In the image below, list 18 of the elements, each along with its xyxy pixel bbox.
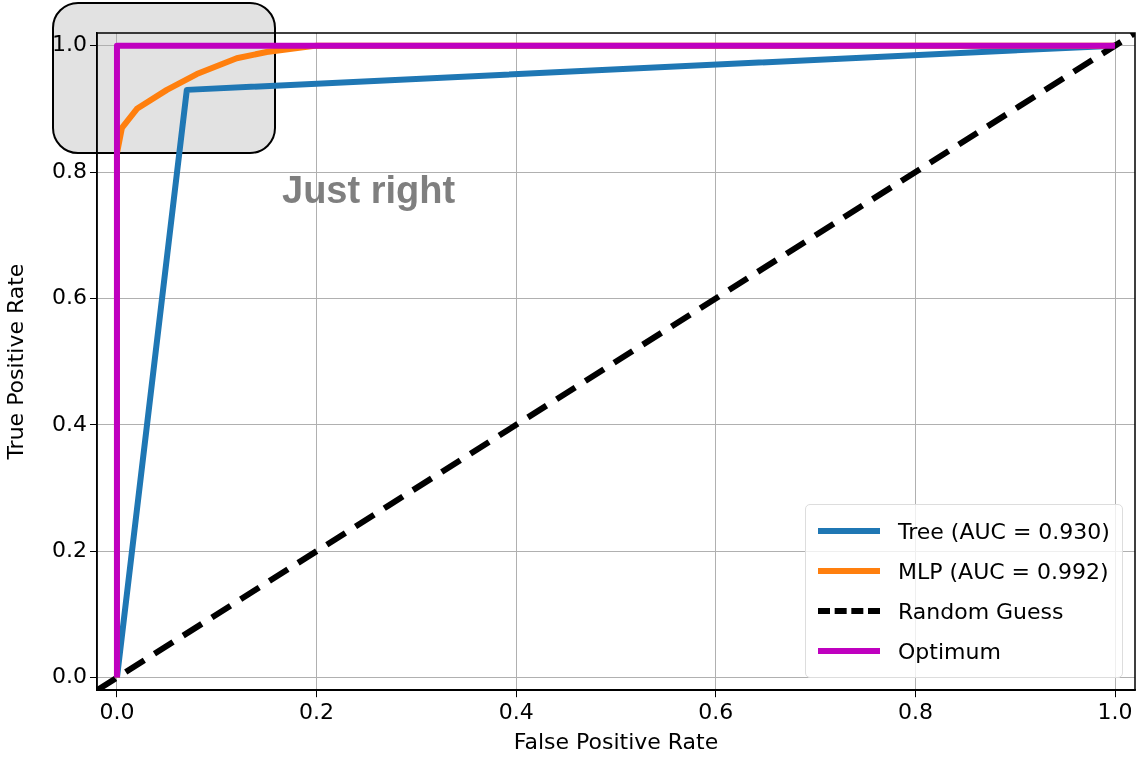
x-tick-label: 0.0 bbox=[99, 699, 135, 725]
x-axis-title: False Positive Rate bbox=[513, 728, 719, 754]
y-tick-label: 0.8 bbox=[52, 157, 87, 183]
x-tick-label: 0.2 bbox=[299, 699, 335, 725]
legend-label: Random Guess bbox=[898, 598, 1064, 624]
x-tick-label: 0.4 bbox=[498, 699, 534, 725]
y-tick-label: 0.4 bbox=[52, 410, 87, 436]
x-tick-label: 0.8 bbox=[897, 699, 933, 725]
y-tick-label: 0.2 bbox=[52, 536, 87, 562]
legend-label: Tree (AUC = 0.930) bbox=[898, 518, 1110, 544]
legend-label: MLP (AUC = 0.992) bbox=[898, 558, 1109, 584]
y-tick-label: 1.0 bbox=[52, 31, 87, 57]
x-tick-label: 0.6 bbox=[698, 699, 734, 725]
x-tick-label: 1.0 bbox=[1097, 699, 1133, 725]
y-tick-label: 0.6 bbox=[52, 284, 87, 310]
legend-label: Optimum bbox=[898, 638, 1001, 664]
y-tick-label: 0.0 bbox=[52, 663, 87, 689]
y-axis-title: True Positive Rate bbox=[2, 263, 28, 461]
